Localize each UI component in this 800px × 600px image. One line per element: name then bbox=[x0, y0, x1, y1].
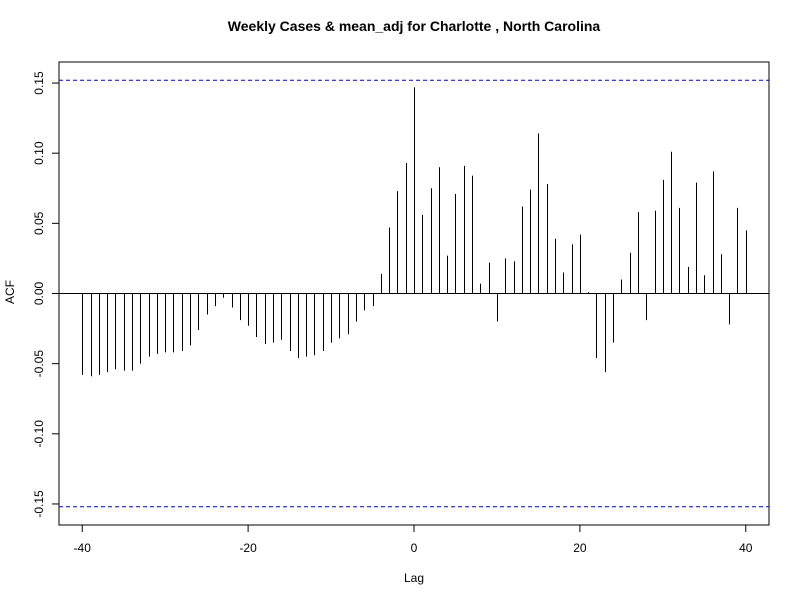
acf-bars bbox=[82, 87, 747, 377]
y-tick-label: 0.05 bbox=[32, 211, 46, 235]
y-tick-label: 0.00 bbox=[32, 281, 46, 305]
y-tick-label: 0.10 bbox=[32, 141, 46, 165]
chart-title: Weekly Cases & mean_adj for Charlotte , … bbox=[228, 18, 601, 34]
y-tick-label: -0.05 bbox=[32, 350, 46, 378]
x-tick-label: 0 bbox=[411, 541, 418, 555]
x-tick-label: 40 bbox=[739, 541, 753, 555]
y-tick-label: -0.10 bbox=[32, 420, 46, 448]
y-tick-label: 0.15 bbox=[32, 71, 46, 95]
x-tick-label: -20 bbox=[239, 541, 257, 555]
x-axis: -40 -20 0 20 40 bbox=[74, 524, 753, 555]
y-axis: -0.15 -0.10 -0.05 0.00 0.05 0.10 0.15 bbox=[32, 71, 60, 518]
y-axis-label: ACF bbox=[3, 280, 17, 304]
x-tick-label: -40 bbox=[74, 541, 92, 555]
x-tick-label: 20 bbox=[573, 541, 587, 555]
y-tick-label: -0.15 bbox=[32, 490, 46, 518]
x-axis-label: Lag bbox=[404, 571, 424, 585]
